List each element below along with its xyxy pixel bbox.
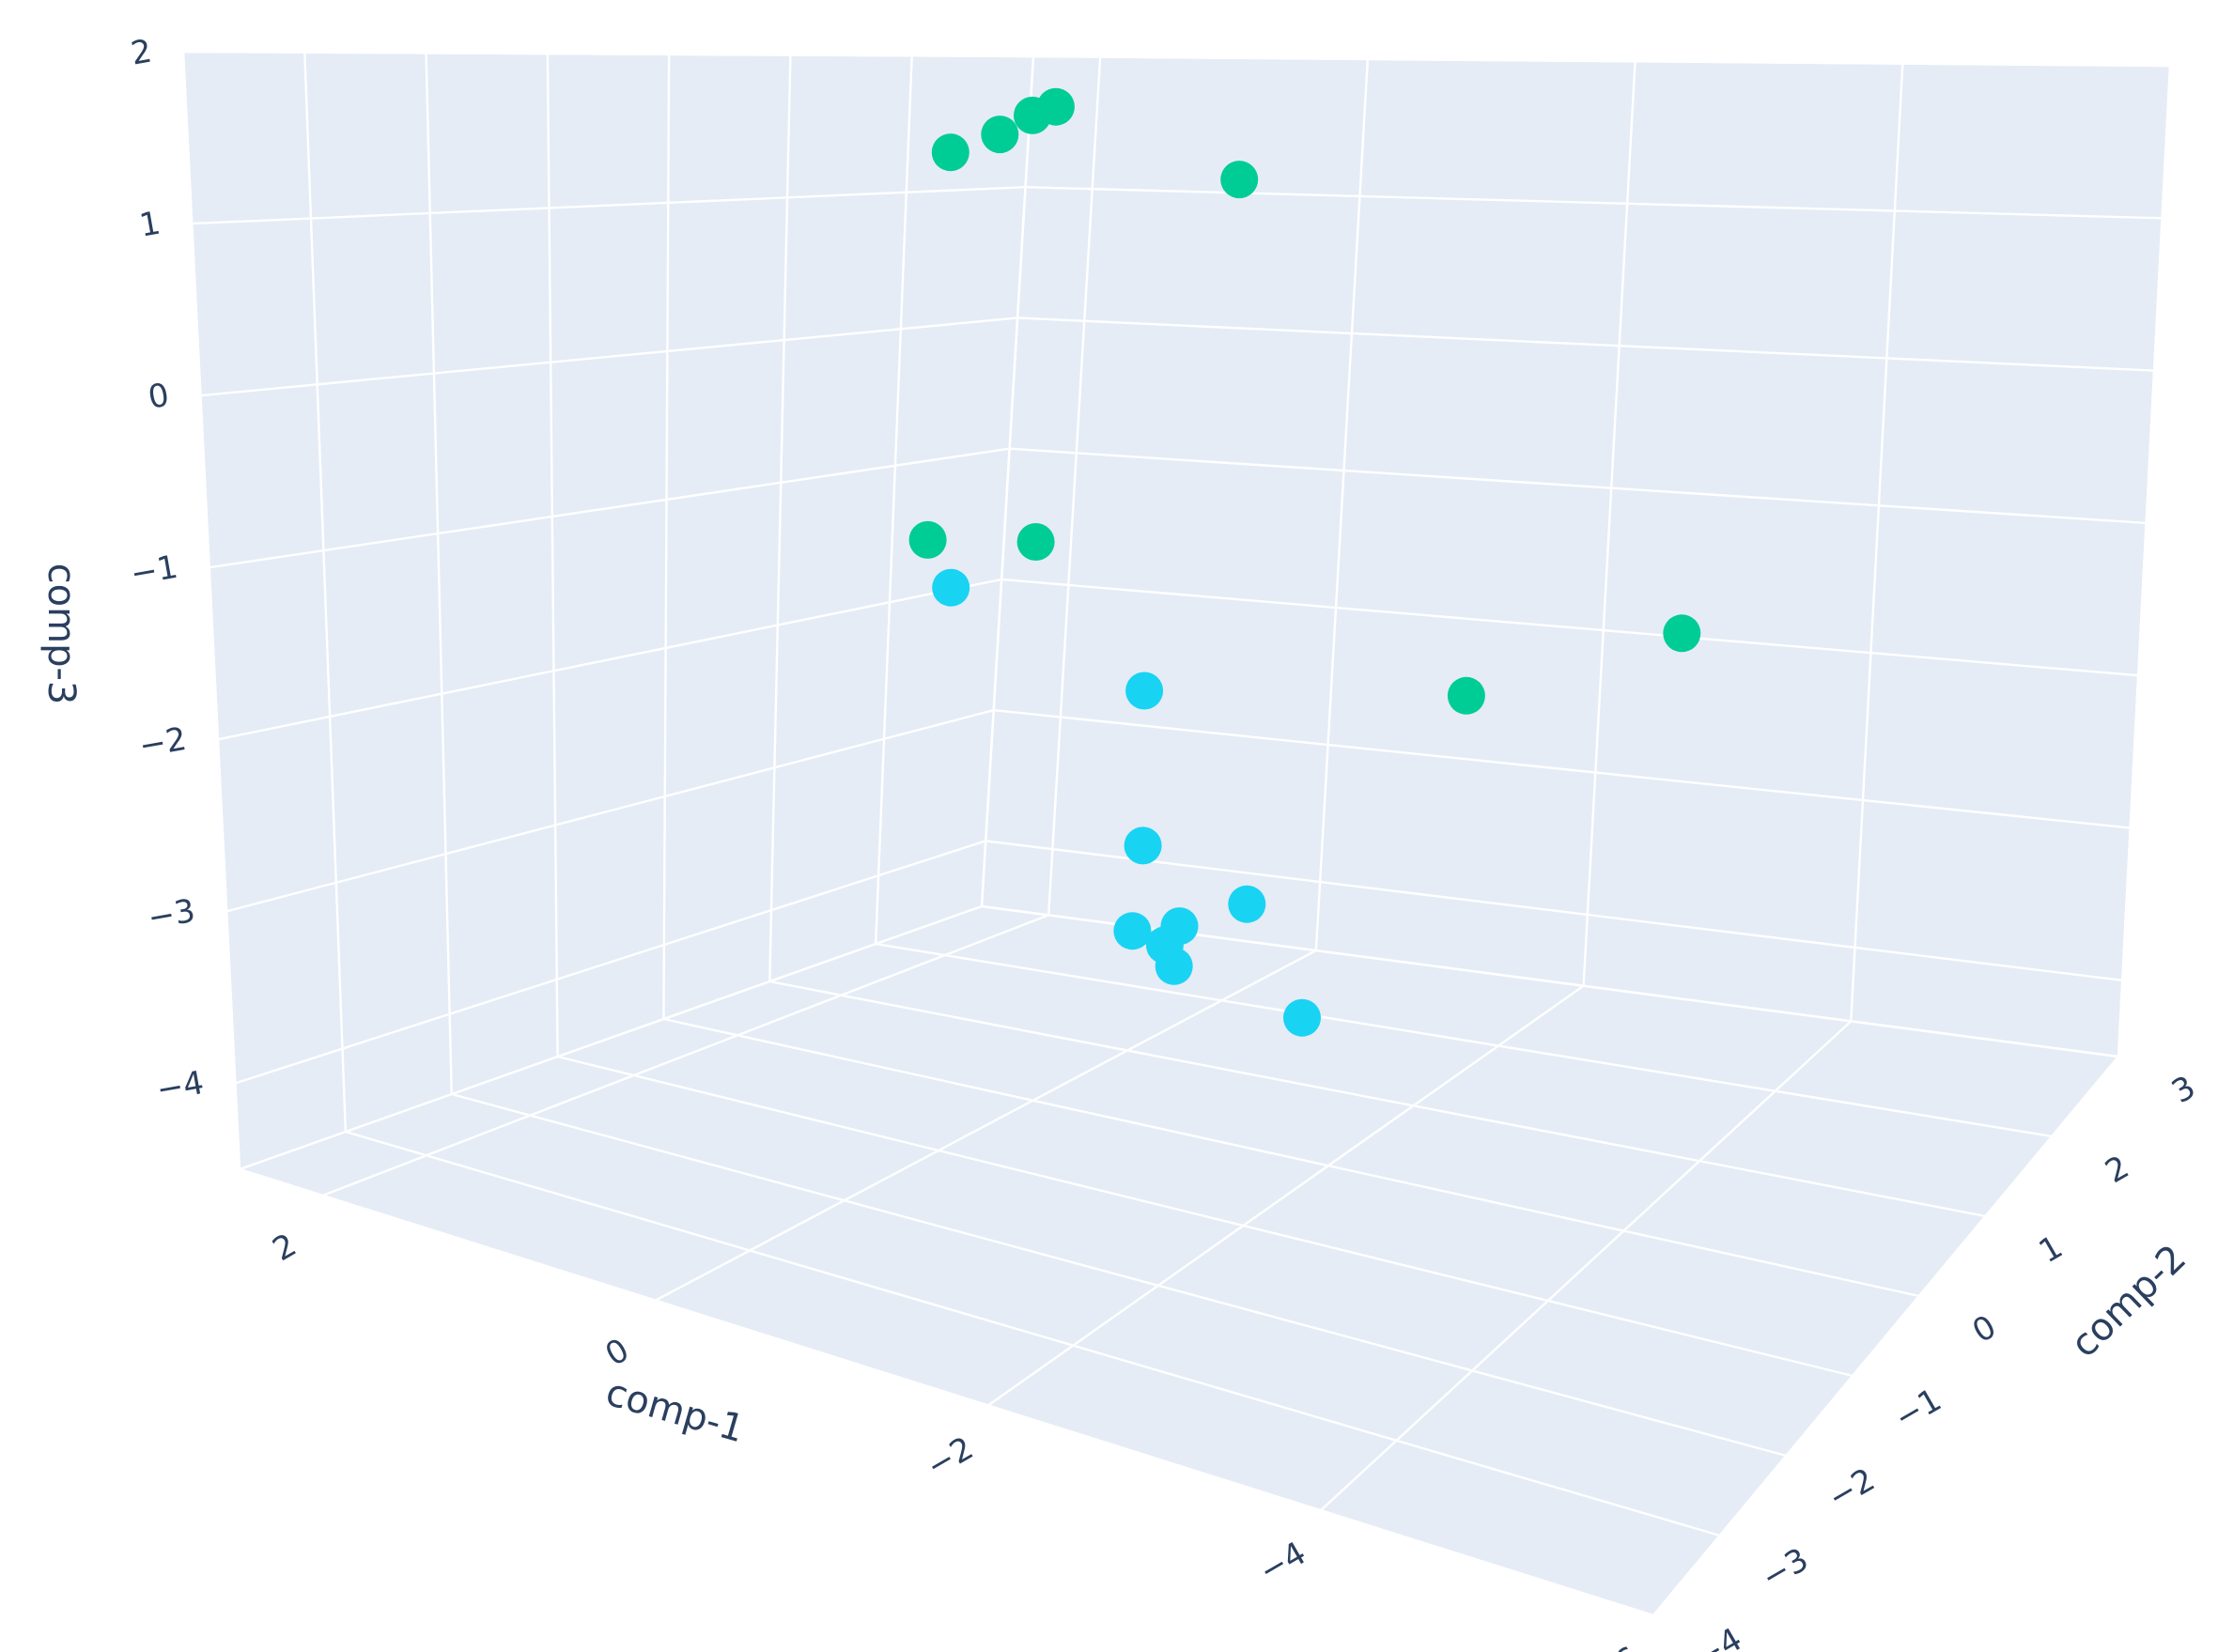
gridline-x-wall	[1582, 61, 1636, 986]
z-tick-label: 0	[146, 377, 172, 417]
gridline-x-floor	[655, 949, 1317, 1302]
chart-panes	[181, 50, 2172, 1617]
z-tick-label: −3	[145, 892, 197, 937]
gridline-y-floor	[769, 980, 1986, 1218]
x-axis-title: comp-1	[601, 1371, 750, 1452]
y-tick-label: 0	[1966, 1308, 2003, 1351]
gridline-y-floor	[345, 1130, 1721, 1537]
gridline-y-floor	[451, 1092, 1787, 1458]
gridline-z-wall-x	[182, 50, 1034, 58]
x-tick-label: 0	[599, 1331, 636, 1373]
z-tick-label: −1	[128, 548, 180, 594]
gridline-z-wall-y	[1017, 317, 2155, 372]
gridline-x-floor	[1652, 1056, 2119, 1616]
data-point-series-1	[1113, 912, 1152, 950]
gridline-x-floor	[987, 984, 1585, 1407]
gridline-y-wall	[768, 54, 792, 982]
data-point-series-1	[1155, 947, 1193, 985]
gridline-y-wall	[181, 51, 241, 1170]
z-tick-label: −4	[154, 1064, 207, 1109]
data-point-series-2	[1220, 161, 1259, 199]
gridline-z-wall-y	[993, 708, 2131, 829]
z-tick-label: −2	[136, 720, 189, 765]
data-point-series-2	[1663, 614, 1701, 653]
gridline-x-wall	[1314, 58, 1370, 951]
x-tick-label: 2	[267, 1227, 303, 1269]
data-point-series-2	[1016, 523, 1055, 561]
data-point-series-2	[931, 133, 969, 172]
gridline-y-floor	[875, 942, 2053, 1138]
data-point-series-2	[1036, 87, 1075, 126]
gridline-z-wall-x	[200, 317, 1018, 397]
data-point-series-1	[1228, 885, 1266, 923]
z-tick-label: 2	[128, 32, 154, 72]
gridline-y-wall	[874, 55, 913, 945]
gridline-z-wall-y	[1025, 186, 2163, 220]
gridline-z-wall-x	[235, 840, 986, 1085]
gridline-y-floor	[663, 1017, 1920, 1298]
x-tick-label: −6	[1586, 1640, 1645, 1652]
gridline-x-floor	[1320, 1020, 1853, 1512]
gridline-x-wall	[2117, 65, 2172, 1058]
data-point-series-1	[1125, 672, 1164, 710]
y-axis-title: comp-2	[2063, 1237, 2195, 1366]
y-tick-label: −2	[1822, 1461, 1881, 1518]
data-point-series-1	[1124, 826, 1162, 865]
gridline-x-wall	[1850, 63, 1904, 1022]
gridline-x-floor	[322, 914, 1049, 1197]
gridline-z-wall-x	[225, 708, 994, 913]
z-axis-title: comp-3	[39, 564, 83, 705]
gridline-z-wall-y	[1032, 54, 2171, 68]
gridline-y-wall	[662, 54, 671, 1020]
gridline-z-wall-y	[985, 840, 2123, 982]
gridline-y-floor	[239, 1167, 1654, 1617]
chart-gridlines	[181, 50, 2172, 1617]
gridline-z-wall-x	[209, 447, 1010, 569]
y-tick-label: 3	[2165, 1069, 2202, 1111]
chart-points	[908, 87, 1701, 1037]
gridline-z-wall-y	[1001, 578, 2139, 677]
data-point-series-2	[981, 116, 1019, 154]
y-tick-label: −4	[1689, 1621, 1748, 1652]
gridline-z-wall-x	[192, 186, 1026, 225]
y-tick-label: −3	[1756, 1541, 1815, 1598]
data-point-series-2	[1447, 676, 1485, 715]
data-point-series-2	[908, 520, 947, 559]
data-point-series-1	[1283, 998, 1321, 1037]
data-point-series-1	[932, 568, 970, 607]
gridline-x-wall	[1047, 56, 1102, 916]
back-pane-y	[980, 54, 2172, 1058]
y-tick-label: 1	[2033, 1228, 2070, 1271]
x-tick-label: −2	[921, 1429, 980, 1486]
gridline-y-wall	[546, 54, 559, 1058]
gridline-y-wall	[303, 52, 348, 1133]
gridline-z-wall-y	[1009, 447, 2147, 525]
gridline-y-floor	[557, 1055, 1854, 1378]
gridline-y-wall	[425, 53, 453, 1095]
gridline-y-wall	[980, 55, 1035, 907]
gridline-z-wall-x	[217, 578, 1002, 741]
y-tick-label: 2	[2099, 1149, 2135, 1191]
x-tick-label: −4	[1253, 1535, 1312, 1591]
z-tick-label: 1	[137, 205, 163, 245]
y-tick-label: −1	[1888, 1382, 1947, 1438]
